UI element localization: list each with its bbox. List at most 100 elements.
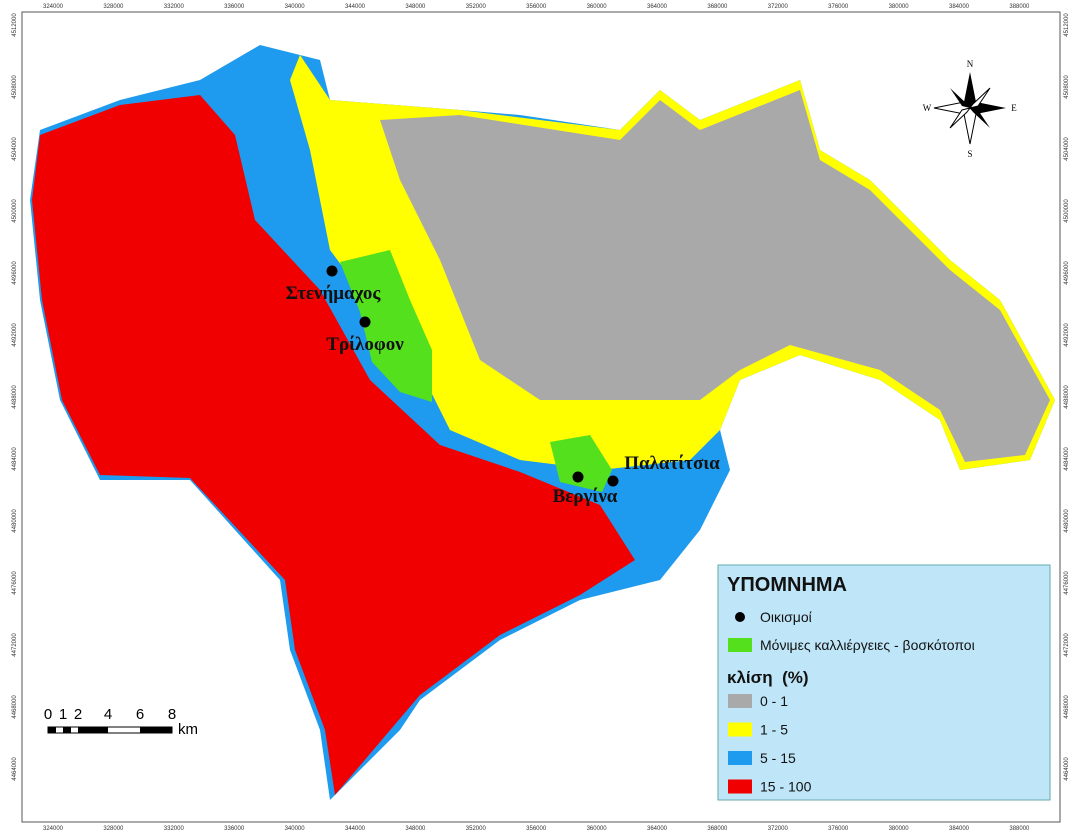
cultivation-area — [550, 435, 612, 492]
y-coord-label: 4492000 — [1064, 323, 1070, 347]
scale-label: 0 — [44, 706, 52, 723]
compass-w: W — [923, 103, 932, 113]
x-coord-label: 324000 — [43, 4, 64, 10]
y-coord-label: 4500000 — [1064, 199, 1070, 223]
y-coord-label: 4500000 — [12, 199, 18, 223]
y-coord-label: 4484000 — [12, 447, 18, 471]
x-coord-label: 340000 — [285, 4, 306, 10]
legend-dot — [735, 612, 745, 622]
y-coord-label: 4464000 — [12, 757, 18, 781]
x-coord-label: 328000 — [103, 826, 124, 832]
legend-swatch — [728, 751, 752, 765]
y-coord-label: 4508000 — [1064, 75, 1070, 99]
x-coord-label: 372000 — [768, 826, 789, 832]
x-coord-label: 380000 — [889, 826, 910, 832]
y-coord-label: 4464000 — [1064, 757, 1070, 781]
y-coord-label: 4512000 — [12, 13, 18, 37]
legend-swatch — [728, 694, 752, 708]
scale-label: 4 — [104, 706, 112, 723]
x-coord-label: 384000 — [949, 4, 970, 10]
x-coord-label: 360000 — [587, 826, 608, 832]
legend-label: 1 - 5 — [760, 722, 788, 738]
x-coord-label: 364000 — [647, 4, 668, 10]
y-coord-label: 4496000 — [1064, 261, 1070, 285]
x-coord-label: 384000 — [949, 826, 970, 832]
settlement-dot — [572, 471, 584, 483]
y-coord-label: 4480000 — [1064, 509, 1070, 533]
x-coord-label: 336000 — [224, 826, 245, 832]
terrain — [30, 45, 1055, 800]
y-coord-label: 4476000 — [1064, 571, 1070, 595]
settlement-dot — [359, 316, 371, 328]
compass-s: S — [967, 149, 972, 159]
x-coord-label: 380000 — [889, 4, 910, 10]
legend-swatch — [728, 638, 752, 652]
x-coord-label: 328000 — [103, 4, 124, 10]
legend-label: 15 - 100 — [760, 779, 812, 795]
x-coord-label: 340000 — [285, 826, 306, 832]
x-coord-label: 388000 — [1009, 826, 1030, 832]
scale-label: 8 — [168, 706, 176, 723]
legend-swatch — [728, 779, 752, 794]
scale-unit: km — [178, 721, 198, 738]
legend: ΥΠΟΜΝΗΜΑ Οικισμοί Μόνιμες καλλιέργειες -… — [717, 564, 1051, 801]
place-label: Παλατίτσια — [624, 453, 720, 474]
y-coord-label: 4512000 — [1064, 13, 1070, 37]
y-coord-label: 4476000 — [12, 571, 18, 595]
y-coord-label: 4488000 — [12, 385, 18, 409]
x-coord-label: 348000 — [405, 826, 426, 832]
x-coord-label: 368000 — [707, 4, 728, 10]
y-coord-label: 4508000 — [12, 75, 18, 99]
y-coord-label: 4472000 — [12, 633, 18, 657]
legend-box — [717, 564, 1051, 801]
scale-label: 1 — [59, 706, 67, 723]
x-coord-label: 376000 — [828, 4, 849, 10]
x-coord-label: 376000 — [828, 826, 849, 832]
legend-label: Μόνιμες καλλιέργειες - βοσκότοποι — [760, 637, 975, 653]
x-coord-label: 372000 — [768, 4, 789, 10]
y-coord-label: 4496000 — [12, 261, 18, 285]
compass: N S W E — [923, 59, 1018, 159]
y-coord-label: 4504000 — [1064, 137, 1070, 161]
x-coord-label: 332000 — [164, 826, 185, 832]
legend-label: 0 - 1 — [760, 693, 788, 709]
x-coord-label: 388000 — [1009, 4, 1030, 10]
legend-label: Οικισμοί — [760, 609, 812, 625]
scale-label: 6 — [136, 706, 144, 723]
x-coord-label: 344000 — [345, 4, 366, 10]
x-coord-label: 352000 — [466, 826, 487, 832]
legend-title: ΥΠΟΜΝΗΜΑ — [727, 574, 847, 596]
slope-15-100 — [32, 95, 635, 795]
x-coord-label: 368000 — [707, 826, 728, 832]
x-coord-label: 360000 — [587, 4, 608, 10]
x-coord-label: 332000 — [164, 4, 185, 10]
place-label: Βεργίνα — [553, 486, 618, 507]
legend-swatch — [728, 722, 752, 737]
settlement-dot — [607, 475, 619, 487]
scale-label: 2 — [74, 706, 82, 723]
x-coord-label: 336000 — [224, 4, 245, 10]
x-coord-label: 344000 — [345, 826, 366, 832]
x-coord-label: 356000 — [526, 826, 547, 832]
x-coord-label: 348000 — [405, 4, 426, 10]
cultivation-area — [340, 250, 432, 402]
place-label: Στενήμαχος — [286, 283, 382, 304]
x-coord-label: 352000 — [466, 4, 487, 10]
y-coord-label: 4504000 — [12, 137, 18, 161]
slope-0-1 — [380, 90, 1050, 462]
legend-subtitle: κλίση (%) — [727, 668, 809, 687]
y-coord-label: 4480000 — [12, 509, 18, 533]
y-coord-label: 4472000 — [1064, 633, 1070, 657]
x-coord-label: 356000 — [526, 4, 547, 10]
y-coord-label: 4468000 — [12, 695, 18, 719]
compass-e: E — [1011, 103, 1017, 113]
y-coord-label: 4484000 — [1064, 447, 1070, 471]
y-coord-label: 4488000 — [1064, 385, 1070, 409]
legend-label: 5 - 15 — [760, 750, 796, 766]
settlement-dot — [326, 265, 338, 277]
compass-n: N — [967, 59, 974, 69]
place-label: Τρίλοφον — [326, 334, 404, 355]
y-coord-label: 4492000 — [12, 323, 18, 347]
